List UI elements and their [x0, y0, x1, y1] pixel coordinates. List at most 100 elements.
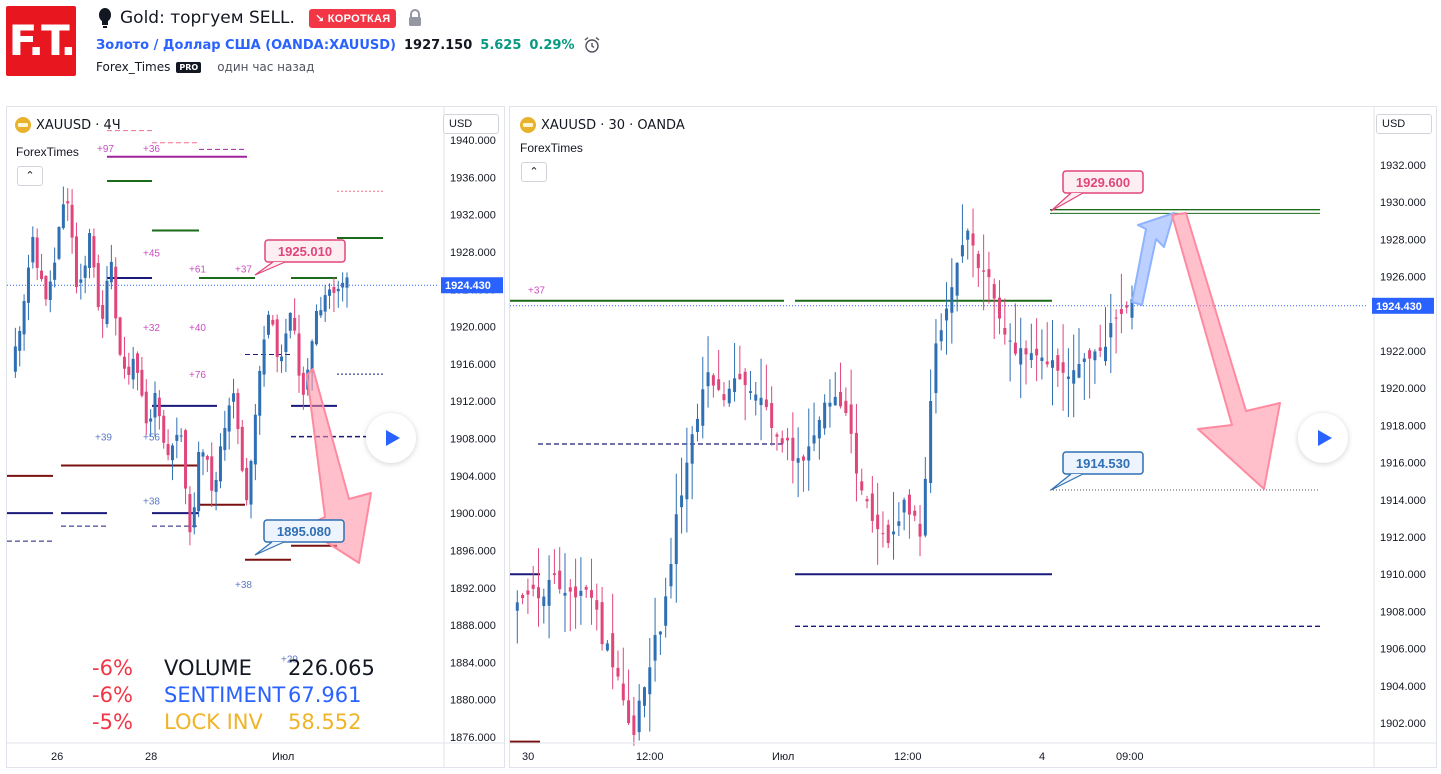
candle-body	[748, 391, 752, 393]
price-axis-label: 1936.000	[450, 172, 496, 184]
candle-body	[236, 392, 240, 430]
candle-body	[786, 437, 790, 441]
candle-body	[897, 521, 901, 526]
candle-body	[653, 634, 657, 661]
candle-body	[149, 418, 153, 422]
sell-arrow	[302, 368, 372, 564]
candle-body	[717, 379, 721, 390]
candle-body	[955, 262, 959, 296]
author-name[interactable]: Forex_Times	[96, 60, 171, 74]
candle-body	[227, 405, 231, 432]
candle-body	[140, 369, 144, 396]
candle-body	[801, 456, 805, 461]
candle-body	[323, 295, 327, 312]
candle-body	[648, 667, 652, 695]
author-row: Forex_Times PRO один час назад	[96, 60, 314, 74]
left-chart-legend[interactable]: XAUUSD · 4Ч	[15, 117, 121, 133]
right-chart-canvas[interactable]: +37 1929.600 1914.530 1932.000 1930.000 1928.…	[510, 107, 1437, 768]
candle-body	[175, 434, 179, 441]
candle-body	[1109, 323, 1113, 338]
price-callout-box	[1062, 170, 1144, 194]
time-axis-label: 09:00	[1116, 751, 1144, 763]
left-play-button[interactable]	[366, 413, 416, 463]
price-axis-label: 1904.000	[450, 471, 496, 483]
symbol-change-pct: 0.29%	[529, 37, 575, 53]
level-mark: +76	[189, 370, 206, 381]
level-mark: +32	[143, 323, 160, 334]
candle-body	[892, 531, 896, 535]
price-callout-pointer	[1050, 192, 1084, 212]
price-axis-label: 1932.000	[1380, 160, 1426, 172]
symbol-code: (OANDA:XAUUSD)	[265, 37, 397, 53]
left-currency-selector[interactable]: USD	[443, 114, 499, 134]
candle-body	[780, 438, 784, 444]
stat-pct: -6%	[92, 656, 133, 680]
candle-body	[293, 317, 297, 331]
left-collapse-button[interactable]: ⌃	[17, 166, 43, 186]
candle-body	[44, 275, 48, 300]
symbol-link[interactable]: Золото / Доллар США (OANDA:XAUUSD)	[96, 38, 396, 53]
candle-body	[166, 444, 170, 456]
price-callout-box	[1062, 451, 1144, 475]
candle-body	[992, 284, 996, 299]
candle-body	[1024, 348, 1028, 355]
candle-body	[1098, 347, 1102, 351]
candle-body	[192, 507, 196, 528]
sell-arrow	[1171, 212, 1281, 490]
candle-body	[18, 330, 22, 351]
forex-times-logo[interactable]: F.T.	[6, 6, 76, 76]
right-play-button[interactable]	[1298, 413, 1348, 463]
price-axis-label: 1918.000	[1380, 420, 1426, 432]
candle-body	[733, 378, 737, 393]
candle-body	[1088, 350, 1092, 359]
candle-body	[328, 289, 332, 296]
candle-body	[188, 494, 192, 533]
candle-body	[812, 435, 816, 444]
symbol-row: Золото / Доллар США (OANDA:XAUUSD) 1927.…	[96, 36, 601, 54]
left-indicator-name[interactable]: ForexTimes	[16, 145, 79, 159]
candle-body	[1003, 327, 1007, 335]
candle-body	[170, 445, 174, 461]
candle-body	[558, 570, 562, 590]
price-axis-label: 1908.000	[1380, 606, 1426, 618]
candle-body	[738, 373, 742, 380]
candle-body	[833, 396, 837, 406]
logo-text: F.T.	[8, 16, 77, 65]
time-axis-label: 12:00	[636, 751, 664, 763]
candle-body	[218, 446, 222, 482]
candle-body	[22, 301, 26, 335]
level-mark: +29	[281, 654, 298, 665]
stat-row-sentiment: -6% SENTIMENT 67.961	[92, 682, 375, 709]
last-price-tag	[1372, 297, 1434, 314]
alarm-clock-icon[interactable]	[583, 36, 601, 54]
candle-body	[70, 204, 74, 238]
candle-body	[807, 446, 811, 461]
chevron-up-icon: ⌃	[529, 166, 539, 178]
price-axis-label: 1912.000	[450, 396, 496, 408]
candle-body	[275, 319, 279, 357]
price-axis-label: 1922.000	[1380, 346, 1426, 358]
right-collapse-button[interactable]: ⌃	[521, 162, 547, 182]
price-axis-label: 1920.000	[450, 322, 496, 334]
stat-pct: -6%	[92, 683, 133, 707]
idea-title-row: Gold: торгуем SELL. ↘ КОРОТКАЯ	[96, 6, 422, 30]
left-chart-canvas[interactable]: +97 +36 +45 +38 +61 +37 +32 +40 +76 +39 +56 +38 +29 1…	[7, 107, 505, 768]
candle-body	[79, 279, 83, 283]
right-indicator-name[interactable]: ForexTimes	[520, 141, 583, 155]
candle-body	[1114, 317, 1118, 319]
right-chart-legend[interactable]: XAUUSD · 30 · OANDA	[520, 117, 685, 133]
left-chart-pane[interactable]: +97 +36 +45 +38 +61 +37 +32 +40 +76 +39 +56 +38 +29 1…	[6, 106, 505, 768]
right-currency-selector[interactable]: USD	[1376, 114, 1432, 134]
price-callout-text: 1925.010	[278, 244, 332, 259]
candle-body	[1072, 370, 1076, 384]
candle-body	[960, 245, 964, 257]
publish-time: один час назад	[217, 60, 315, 74]
right-chart-pane[interactable]: +37 1929.600 1914.530 1932.000 1930.000 1928.…	[509, 106, 1437, 768]
chevron-up-icon: ⌃	[25, 170, 35, 182]
candle-body	[1082, 358, 1086, 363]
candle-body	[341, 282, 345, 288]
candle-body	[637, 700, 641, 733]
candle-body	[589, 590, 593, 598]
candle-body	[982, 270, 986, 272]
candle-body	[1035, 348, 1039, 356]
